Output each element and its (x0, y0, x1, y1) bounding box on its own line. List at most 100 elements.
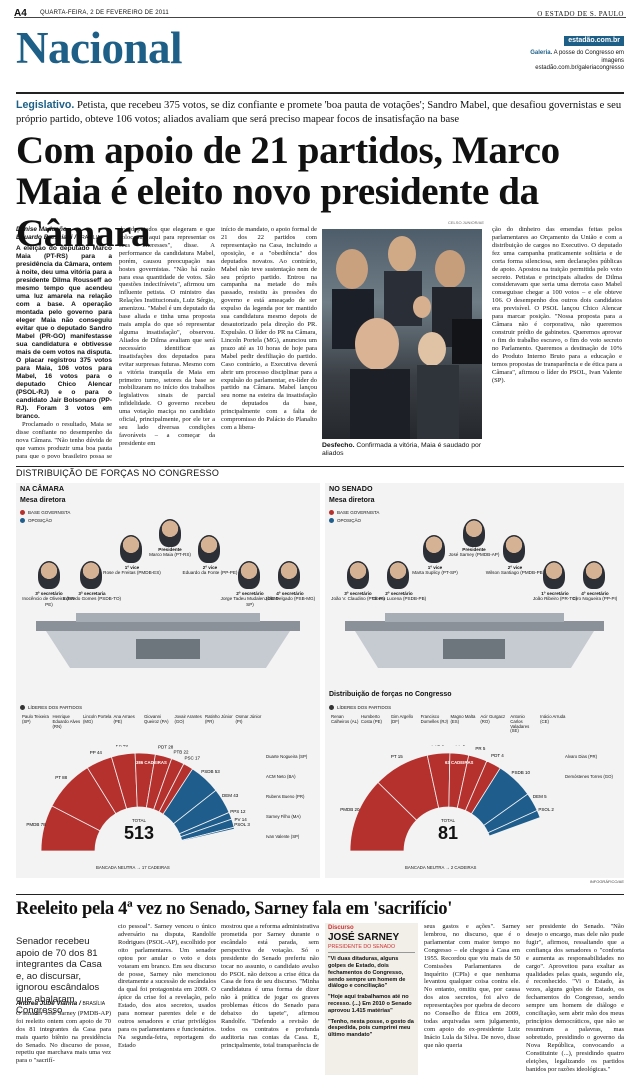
seat-label-ptb: PTB 6 (431, 745, 444, 746)
senado-mesa: Mesa diretora (329, 497, 375, 504)
party-leader: Paulo Teixeira (SP) (22, 714, 49, 724)
deck-text: Petista, que recebeu 375 votos, se diz c… (16, 100, 622, 125)
label-s3-senado: 3º secretário João V. Claudino (PTB-PI) (328, 591, 388, 602)
role: Presidente (158, 547, 182, 552)
party-leader: Francisco Dornelles (RJ) (420, 714, 449, 724)
quote-box-name: JOSÉ SARNEY (328, 932, 400, 944)
portrait-s3-camara (38, 561, 60, 589)
camara-total: TOTAL 513 (114, 818, 164, 845)
sarney-headline: Reeleito pela 4ª vez no Senado, Sarney f… (16, 894, 624, 920)
name: Júlio Delgado (PSB-MG) (264, 596, 316, 602)
label-s3-camara: 3º secretário Inocêncio de Oliveira (PR-P… (19, 591, 79, 607)
seat-label-pdt: PDT 28 (158, 745, 174, 749)
seat-label-psol: PSOL 2 (538, 807, 554, 812)
seat-label-dem: DEM 5 (533, 794, 547, 799)
leader-dot (20, 705, 25, 711)
camara-panel: NA CÂMARA Mesa diretora BASE GOVERNISTA … (16, 483, 320, 878)
legend-opp-label: OPOSIÇÃO (28, 518, 53, 523)
role: Presidente (462, 547, 486, 552)
name: Eduardo da Fonte (PP-PE) (182, 570, 238, 576)
legend-gov-label: BASE GOVERNISTA (28, 510, 71, 515)
legend-gov: BASE GOVERNISTA (20, 510, 71, 516)
legend-opp-senado: OPOSIÇÃO (329, 518, 361, 524)
quote-2: "Hoje aqui trabalhamos até no recesso. (… (328, 994, 412, 1014)
party-leader: Magno Malta (ES) (450, 714, 476, 724)
caption-kicker: Desfecho. (322, 442, 355, 449)
article-column-1: Denise Madueño Eduardo Bresciani / BRASÍ… (16, 226, 112, 459)
role: 1º vice (427, 565, 443, 570)
article-column-2: dos deputados que elegeram e que colocar… (119, 226, 215, 447)
news-photo (322, 229, 482, 439)
legend-gov-senado: BASE GOVERNISTA (329, 510, 380, 516)
page-header (14, 8, 626, 18)
party-leader: Henrique Eduardo Alves (RN) (52, 714, 81, 729)
leaders-legend: LÍDERES DOS PARTIDOS (20, 705, 82, 711)
photo-crowd-illustration (332, 236, 482, 439)
total-value: 513 (123, 823, 155, 844)
senado-plenary-table (345, 613, 604, 668)
portrait-s3-senado (347, 561, 369, 589)
seat-label-pmdb: PMDB 20 (340, 807, 360, 812)
senado-total: TOTAL 81 (423, 818, 473, 845)
senado-gov-seats: 63 CADEIRAS (445, 760, 474, 765)
seat-label-pp: PP 44 (90, 750, 103, 755)
party-leader: Alvaro Dias (PR) (565, 754, 597, 759)
sarney-column-1: Andrea Jubé Vianna / BRASÍLIA O senador … (16, 1000, 111, 1065)
seat-label-pr: PR 5 (475, 746, 486, 751)
page-number: A4 (14, 8, 27, 19)
role: 3º secretário (35, 591, 63, 596)
party-leader: Acir Gurgacz (RO) (480, 714, 506, 724)
party-leader: Inácio Arruda (CE) (540, 714, 566, 724)
party-leader: Rubens Bueno (PR) (266, 794, 305, 799)
senado-dist-title: Distribuição de forças no Congresso (329, 691, 452, 698)
party-leader: Jovair Arantes (GO) (174, 714, 202, 724)
gallery-text: A posse do Congresso em imagens (553, 50, 624, 64)
label-vp1-camara: 1º vice Rose de Freitas (PMDB-ES) (102, 565, 162, 576)
seat-label-psol: PSOL 3 (234, 822, 250, 827)
name: Jorge Tadeu Mudalen (DEM-SP) (220, 596, 280, 607)
seat-label-dem: DEM 43 (222, 793, 239, 798)
legend-gov-label: BASE GOVERNISTA (337, 510, 380, 515)
portrait-vp2-camara (198, 535, 220, 563)
portrait-s2-senado (387, 561, 409, 589)
role: 2º secretário (385, 591, 413, 596)
party-leader: Lincoln Portela (MG) (83, 714, 112, 724)
quote-3: "Tenho, nesta posse, o gosto da despedid… (328, 1018, 414, 1039)
seat-slice-psol (487, 809, 541, 837)
header-rule (16, 92, 624, 94)
portrait-s2-camara (238, 561, 260, 589)
total-label: TOTAL (440, 818, 456, 823)
article-deck: Legislativo. Petista, que recebeu 375 vo… (16, 99, 624, 127)
senado-neutral: BANCADA NEUTRA → 2 CADEIRAS (405, 865, 477, 870)
newspaper-name: O ESTADO DE S. PAULO (537, 10, 624, 18)
portrait-s4-camara (278, 561, 300, 589)
senado-panel: NO SENADO Mesa diretora BASE GOVERNISTA … (325, 483, 624, 878)
gov-dot (329, 510, 334, 516)
seat-label-pv: PV 14 (235, 817, 248, 822)
seat-label-pp: PP 5 (455, 745, 465, 747)
camara-gov-seats: 386 CADEIRAS (136, 760, 167, 765)
label-s2-camara: 2º secretário Jorge Tadeu Mudalen (DEM-SP… (220, 591, 280, 607)
leaders-label: LÍDERES DOS PARTIDOS (337, 705, 392, 710)
party-leader: Antonio Carlos Valadares (SE) (510, 714, 530, 734)
gallery-promo[interactable]: Galeria. A posse do Congresso em imagens… (514, 50, 624, 73)
label-vp2-camara: 2º vice Eduardo da Fonte (PP-PE) (180, 565, 240, 576)
leader-dot (329, 705, 334, 711)
role: 1º vice (124, 565, 140, 570)
seat-slice-psol (181, 826, 235, 842)
portrait-s1-senado (543, 561, 565, 589)
label-s1-senado: 1º secretário João Ribeiro (PR-TO) (525, 591, 585, 602)
section-title: Nacional (16, 23, 183, 73)
seat-label-psdb: PSDB 10 (511, 770, 530, 775)
seat-label-pt: PT 15 (391, 754, 403, 759)
seat-label-pr: PR 40 (116, 745, 129, 747)
seat-label-psdb: PSDB 53 (201, 769, 220, 774)
role: 4º secretário (276, 591, 304, 596)
role: 2º vice (507, 565, 523, 570)
gallery-url[interactable]: estadão.com.br/galeriacongresso (535, 65, 624, 71)
party-leader: Demóstenes Torres (GO) (565, 774, 613, 779)
site-badge[interactable]: estadão.com.br (564, 36, 624, 47)
legend-opp: OPOSIÇÃO (20, 518, 53, 524)
camara-plenary-table (36, 613, 300, 668)
party-leader: Sarney Filho (MA) (266, 814, 301, 819)
